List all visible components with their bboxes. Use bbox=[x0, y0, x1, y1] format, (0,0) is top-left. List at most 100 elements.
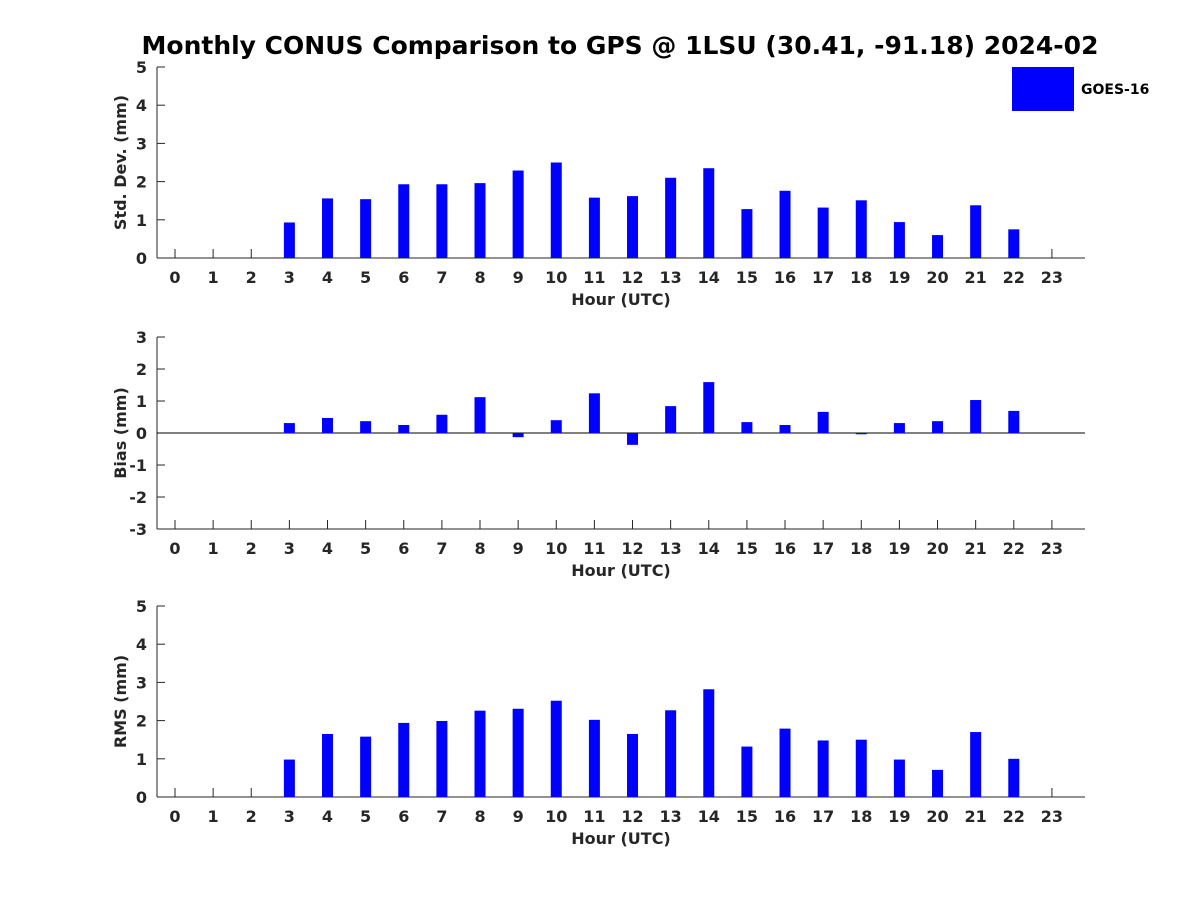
x-tick-label: 18 bbox=[850, 539, 872, 558]
bar-std-hour-6 bbox=[398, 184, 410, 258]
x-tick-label: 21 bbox=[965, 539, 987, 558]
bar-std-hour-21 bbox=[970, 205, 982, 258]
bar-std-hour-3 bbox=[283, 222, 295, 258]
x-tick-label: 12 bbox=[621, 807, 643, 826]
bar-bias-hour-12 bbox=[627, 433, 639, 445]
legend: GOES-16 bbox=[1012, 67, 1149, 111]
x-tick-label: 15 bbox=[736, 539, 758, 558]
bar-bias-hour-7 bbox=[436, 414, 448, 433]
x-tick-label: 18 bbox=[850, 268, 872, 287]
x-axis-label: Hour (UTC) bbox=[571, 561, 671, 580]
bar-rms-hour-17 bbox=[817, 740, 829, 797]
x-tick-label: 4 bbox=[322, 539, 333, 558]
bar-bias-hour-22 bbox=[1008, 410, 1020, 433]
y-axis-label: Std. Dev. (mm) bbox=[111, 95, 130, 230]
x-tick-label: 8 bbox=[474, 268, 485, 287]
bar-rms-hour-16 bbox=[779, 728, 791, 797]
x-tick-label: 2 bbox=[246, 268, 257, 287]
x-tick-label: 17 bbox=[812, 268, 834, 287]
x-tick-label: 14 bbox=[698, 807, 720, 826]
x-tick-label: 21 bbox=[965, 807, 987, 826]
x-tick-label: 0 bbox=[169, 539, 180, 558]
bar-std-hour-15 bbox=[741, 209, 753, 258]
x-tick-label: 13 bbox=[660, 268, 682, 287]
bar-rms-hour-20 bbox=[932, 769, 944, 797]
bar-std-hour-5 bbox=[360, 199, 372, 258]
bar-std-hour-7 bbox=[436, 184, 448, 258]
bar-std-hour-8 bbox=[474, 183, 486, 258]
bar-rms-hour-21 bbox=[970, 732, 982, 797]
bar-bias-hour-10 bbox=[550, 420, 562, 433]
bar-std-hour-14 bbox=[703, 168, 715, 258]
x-axis-label: Hour (UTC) bbox=[571, 290, 671, 309]
x-tick-label: 19 bbox=[888, 268, 910, 287]
y-tick-label: 3 bbox=[136, 673, 147, 692]
bar-rms-hour-22 bbox=[1008, 758, 1020, 797]
y-tick-label: -2 bbox=[129, 488, 147, 507]
y-tick-label: 3 bbox=[136, 328, 147, 347]
x-tick-label: 9 bbox=[513, 268, 524, 287]
x-axis-label: Hour (UTC) bbox=[571, 829, 671, 848]
bar-bias-hour-3 bbox=[283, 423, 295, 433]
x-tick-label: 10 bbox=[545, 539, 567, 558]
x-tick-label: 11 bbox=[583, 807, 605, 826]
bar-std-hour-19 bbox=[893, 222, 905, 258]
x-tick-label: 3 bbox=[284, 268, 295, 287]
x-tick-label: 8 bbox=[474, 539, 485, 558]
x-tick-label: 6 bbox=[398, 539, 409, 558]
y-tick-label: -3 bbox=[129, 520, 147, 539]
x-tick-label: 3 bbox=[284, 539, 295, 558]
x-tick-label: 10 bbox=[545, 807, 567, 826]
bar-bias-hour-17 bbox=[817, 411, 829, 433]
x-tick-label: 6 bbox=[398, 268, 409, 287]
bar-rms-hour-19 bbox=[893, 759, 905, 797]
y-tick-label: 3 bbox=[136, 134, 147, 153]
x-tick-label: 16 bbox=[774, 539, 796, 558]
x-tick-label: 12 bbox=[621, 539, 643, 558]
bar-std-hour-10 bbox=[550, 162, 562, 258]
bar-bias-hour-11 bbox=[588, 393, 600, 433]
bar-bias-hour-19 bbox=[893, 423, 905, 433]
bar-std-hour-17 bbox=[817, 207, 829, 258]
x-tick-label: 22 bbox=[1003, 807, 1025, 826]
x-tick-label: 18 bbox=[850, 807, 872, 826]
x-tick-label: 4 bbox=[322, 268, 333, 287]
bar-rms-hour-11 bbox=[588, 719, 600, 797]
bar-rms-hour-5 bbox=[360, 736, 372, 797]
x-tick-label: 9 bbox=[513, 807, 524, 826]
bar-rms-hour-8 bbox=[474, 710, 486, 797]
bar-rms-hour-4 bbox=[322, 733, 334, 797]
x-tick-label: 6 bbox=[398, 807, 409, 826]
x-tick-label: 1 bbox=[208, 539, 219, 558]
bar-rms-hour-10 bbox=[550, 700, 562, 797]
bar-bias-hour-21 bbox=[970, 400, 982, 433]
x-tick-label: 7 bbox=[436, 539, 447, 558]
bar-std-hour-16 bbox=[779, 190, 791, 258]
x-tick-label: 22 bbox=[1003, 268, 1025, 287]
x-tick-label: 23 bbox=[1041, 268, 1063, 287]
y-tick-label: 4 bbox=[136, 635, 147, 654]
y-axis-label: RMS (mm) bbox=[111, 655, 130, 748]
y-tick-label: -1 bbox=[129, 456, 147, 475]
bar-std-hour-20 bbox=[932, 235, 944, 258]
y-tick-label: 1 bbox=[136, 211, 147, 230]
y-tick-label: 1 bbox=[136, 392, 147, 411]
bar-bias-hour-14 bbox=[703, 382, 715, 433]
bar-rms-hour-15 bbox=[741, 746, 753, 797]
x-tick-label: 8 bbox=[474, 807, 485, 826]
bar-rms-hour-9 bbox=[512, 708, 524, 797]
y-tick-label: 0 bbox=[136, 249, 147, 268]
bar-rms-hour-14 bbox=[703, 689, 715, 797]
chart-title: Monthly CONUS Comparison to GPS @ 1LSU (… bbox=[142, 31, 1099, 60]
x-tick-label: 1 bbox=[208, 807, 219, 826]
x-tick-label: 10 bbox=[545, 268, 567, 287]
x-tick-label: 5 bbox=[360, 807, 371, 826]
bar-bias-hour-13 bbox=[665, 406, 677, 433]
bar-rms-hour-6 bbox=[398, 722, 410, 797]
x-tick-label: 11 bbox=[583, 539, 605, 558]
bar-bias-hour-9 bbox=[512, 433, 524, 438]
x-tick-label: 14 bbox=[698, 268, 720, 287]
bar-bias-hour-6 bbox=[398, 425, 410, 433]
